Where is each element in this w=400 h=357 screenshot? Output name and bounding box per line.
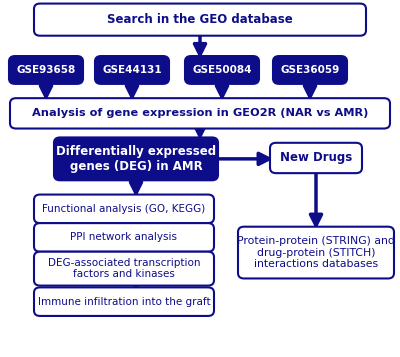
Text: Analysis of gene expression in GEO2R (NAR vs AMR): Analysis of gene expression in GEO2R (NA… [32, 108, 368, 119]
FancyBboxPatch shape [273, 56, 347, 84]
Text: Search in the GEO database: Search in the GEO database [107, 13, 293, 26]
Text: PPI network analysis: PPI network analysis [70, 232, 178, 242]
FancyBboxPatch shape [34, 223, 214, 252]
FancyBboxPatch shape [95, 56, 169, 84]
Text: GSE36059: GSE36059 [280, 65, 340, 75]
Text: GSE50084: GSE50084 [192, 65, 252, 75]
Text: Functional analysis (GO, KEGG): Functional analysis (GO, KEGG) [42, 204, 206, 214]
Text: New Drugs: New Drugs [280, 151, 352, 165]
Text: DEG-associated transcription
factors and kinases: DEG-associated transcription factors and… [48, 258, 200, 280]
FancyBboxPatch shape [34, 4, 366, 36]
Text: Protein-protein (STRING) and
drug-protein (STITCH)
interactions databases: Protein-protein (STRING) and drug-protei… [237, 236, 395, 269]
Text: Differentially expressed
genes (DEG) in AMR: Differentially expressed genes (DEG) in … [56, 145, 216, 173]
FancyBboxPatch shape [54, 137, 218, 180]
FancyBboxPatch shape [238, 227, 394, 278]
Text: GSE44131: GSE44131 [102, 65, 162, 75]
Text: GSE93658: GSE93658 [16, 65, 76, 75]
FancyBboxPatch shape [185, 56, 259, 84]
FancyBboxPatch shape [34, 287, 214, 316]
FancyBboxPatch shape [10, 98, 390, 129]
FancyBboxPatch shape [34, 195, 214, 223]
Text: Immune infiltration into the graft: Immune infiltration into the graft [38, 297, 210, 307]
FancyBboxPatch shape [9, 56, 83, 84]
FancyBboxPatch shape [270, 143, 362, 173]
FancyBboxPatch shape [34, 252, 214, 286]
